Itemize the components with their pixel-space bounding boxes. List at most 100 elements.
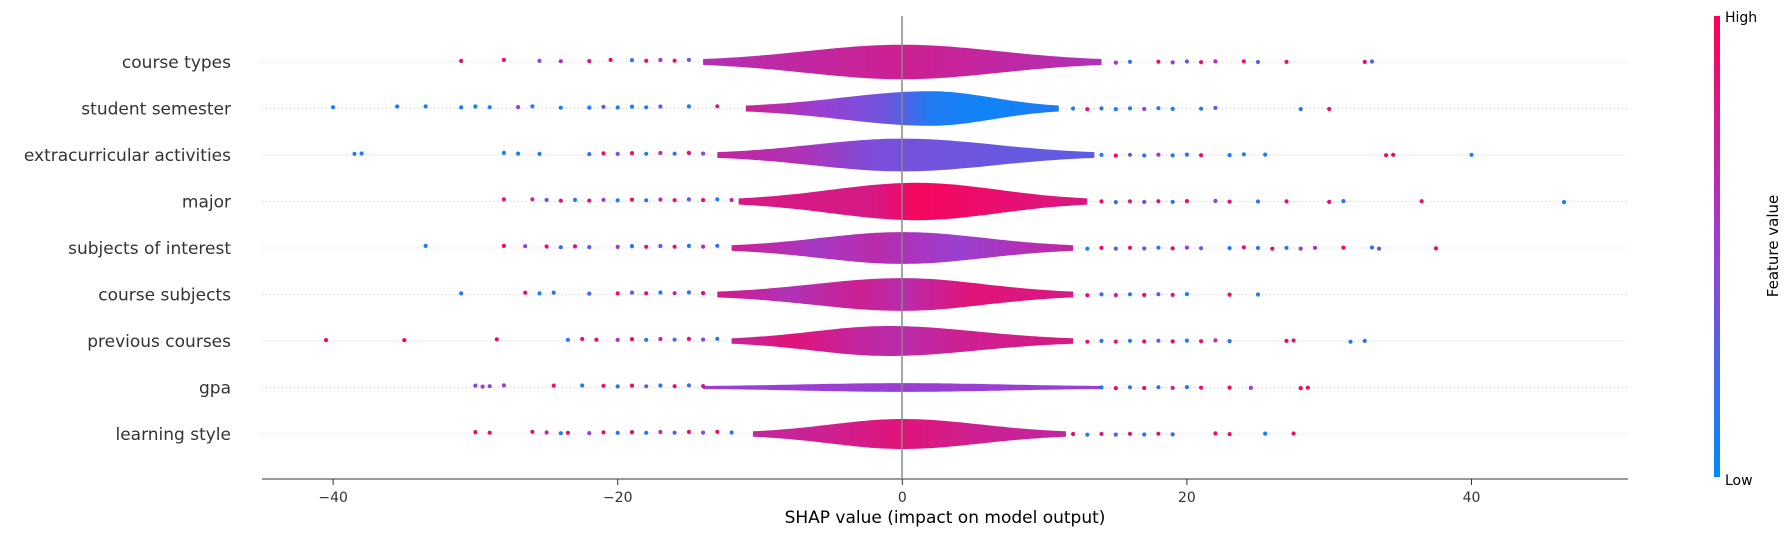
shap-point	[1170, 246, 1175, 251]
x-tick-label: −20	[603, 490, 633, 506]
violin-shape	[717, 138, 1095, 172]
feature-row: student semester	[81, 91, 1628, 126]
shap-point	[501, 243, 506, 248]
shap-point	[323, 338, 329, 343]
shap-point	[530, 104, 535, 109]
x-tick-label: 20	[1178, 490, 1196, 506]
shap-point	[1298, 107, 1303, 112]
shap-point	[1213, 59, 1218, 64]
shap-point	[1170, 199, 1175, 204]
shap-point	[1085, 339, 1090, 344]
shap-point	[672, 58, 677, 63]
shap-point	[629, 58, 635, 63]
shap-point	[580, 383, 585, 388]
shap-point	[587, 198, 592, 203]
shap-point	[686, 290, 692, 295]
shap-point	[701, 430, 706, 435]
shap-point	[1099, 292, 1104, 297]
shap-point	[523, 244, 528, 249]
shap-point	[1227, 432, 1232, 437]
feature-row: learning style	[115, 419, 1628, 449]
shap-point	[587, 291, 592, 296]
shap-point	[1384, 153, 1389, 158]
shap-point	[1291, 338, 1296, 343]
shap-point	[1561, 200, 1567, 205]
shap-point	[1227, 246, 1232, 251]
shap-point	[629, 337, 635, 342]
feature-row: course subjects	[98, 278, 1628, 311]
shap-point	[1156, 245, 1161, 250]
shap-point	[1170, 292, 1175, 297]
colorbar-gradient	[1714, 16, 1720, 477]
shap-point	[587, 431, 592, 436]
shap-point	[644, 430, 649, 435]
shap-point	[572, 197, 578, 202]
shap-point	[530, 197, 535, 202]
shap-point	[615, 430, 620, 435]
shap-point	[644, 384, 649, 389]
shap-point	[1291, 431, 1296, 436]
shap-point	[1284, 59, 1289, 64]
shap-point	[459, 105, 464, 110]
shap-point	[1099, 338, 1104, 343]
shap-point	[1433, 246, 1438, 251]
shap-point	[1127, 245, 1133, 250]
shap-point	[601, 104, 606, 109]
shap-point	[1241, 245, 1246, 250]
shap-point	[1156, 292, 1161, 297]
shap-point	[686, 429, 692, 434]
shap-point	[701, 337, 706, 342]
shap-point	[1113, 386, 1118, 391]
shap-point	[715, 243, 720, 248]
shap-point	[601, 197, 606, 202]
shap-point	[608, 57, 613, 63]
shap-point	[423, 104, 428, 109]
shap-point	[1184, 385, 1189, 390]
shap-point	[551, 383, 556, 388]
shap-point	[658, 383, 663, 388]
shap-point	[1184, 245, 1189, 250]
shap-point	[594, 337, 599, 342]
shap-point	[558, 431, 563, 436]
shap-point	[715, 104, 720, 109]
shap-point	[1341, 245, 1346, 250]
feature-label: gpa	[199, 379, 231, 399]
shap-point	[1127, 199, 1133, 204]
shap-point	[1142, 153, 1147, 158]
shap-point	[629, 383, 635, 388]
shap-point	[686, 197, 692, 202]
shap-point	[558, 59, 563, 64]
shap-point	[501, 383, 506, 388]
shap-point	[701, 151, 706, 156]
shap-point	[459, 291, 464, 296]
shap-point	[1184, 59, 1189, 64]
shap-point	[658, 150, 663, 156]
shap-point	[473, 430, 478, 435]
shap-point	[1227, 385, 1232, 390]
shap-point	[1127, 152, 1133, 157]
shap-point	[1213, 105, 1218, 110]
shap-point	[672, 244, 677, 249]
shap-point	[615, 384, 620, 389]
shap-point	[1255, 292, 1261, 297]
shap-point	[1213, 338, 1218, 343]
shap-point	[1298, 386, 1303, 391]
feature-label: extracurricular activities	[24, 146, 231, 166]
x-tick-label: −40	[318, 490, 348, 506]
feature-label: student semester	[81, 100, 231, 120]
shap-point	[1142, 292, 1147, 298]
shap-point	[644, 105, 649, 110]
shap-point	[658, 197, 663, 202]
shap-point	[1127, 431, 1133, 436]
shap-point	[715, 429, 720, 434]
shap-point	[629, 151, 635, 156]
shap-point	[601, 430, 606, 435]
shap-point	[644, 291, 649, 296]
shap-point	[1170, 153, 1175, 158]
shap-point	[1184, 292, 1189, 297]
shap-point	[551, 290, 556, 295]
shap-point	[1142, 246, 1147, 251]
shap-point	[658, 429, 663, 435]
shap-point	[1099, 152, 1104, 157]
